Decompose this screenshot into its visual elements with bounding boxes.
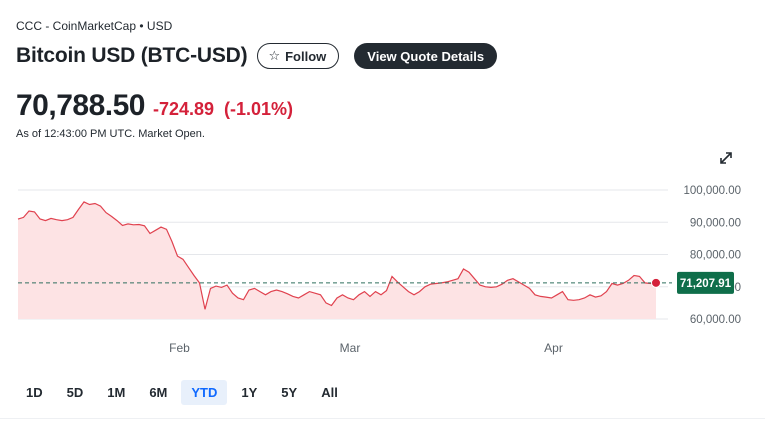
as-of-timestamp: As of 12:43:00 PM UTC. Market Open. bbox=[16, 128, 205, 140]
range-button-ytd[interactable]: YTD bbox=[181, 380, 228, 405]
range-selector: 1D 5D 1M 6M YTD 1Y 5Y All bbox=[16, 380, 352, 405]
price-chart[interactable]: 100,000.0090,000.0080,000.0070,000.0060,… bbox=[0, 175, 765, 365]
price-change: -724.89 bbox=[152, 99, 215, 119]
source-label: CCC - CoinMarketCap • USD bbox=[16, 19, 173, 33]
range-button-5y[interactable]: 5Y bbox=[281, 385, 298, 400]
y-tick-label: 90,000.00 bbox=[690, 217, 741, 229]
range-button-1y[interactable]: 1Y bbox=[241, 385, 258, 400]
current-price: 70,788.50 bbox=[16, 89, 145, 122]
expand-arrows-icon[interactable] bbox=[716, 148, 736, 168]
price-line bbox=[17, 201, 657, 310]
star-outline-icon: ☆ bbox=[268, 48, 281, 63]
range-button-1d[interactable]: 1D bbox=[26, 385, 43, 400]
range-button-5d[interactable]: 5D bbox=[66, 385, 84, 400]
y-tick-label: 60,000.00 bbox=[690, 314, 741, 326]
price-change-percent: (-1.01%) bbox=[224, 99, 294, 119]
view-quote-details-button[interactable]: View Quote Details bbox=[354, 43, 498, 69]
y-tick-label: 80,000.00 bbox=[690, 250, 741, 262]
x-tick-label: Apr bbox=[544, 341, 563, 355]
current-point bbox=[651, 277, 661, 288]
range-button-all[interactable]: All bbox=[321, 385, 338, 400]
follow-button[interactable]: ☆ Follow bbox=[257, 43, 340, 69]
range-button-6m[interactable]: 6M bbox=[149, 385, 168, 400]
y-tick-label: 100,000.00 bbox=[683, 185, 741, 197]
x-tick-label: Mar bbox=[340, 341, 361, 355]
divider bbox=[0, 418, 765, 419]
current-value-label-bg bbox=[677, 271, 734, 294]
price-area bbox=[18, 201, 656, 319]
page-title: Bitcoin USD (BTC-USD) bbox=[16, 44, 248, 67]
x-tick-label: Feb bbox=[169, 341, 190, 355]
title-row: Bitcoin USD (BTC-USD) ☆ Follow View Quot… bbox=[16, 43, 498, 69]
price-row: 70,788.50 -724.89 (-1.01%) bbox=[16, 89, 293, 123]
follow-label: Follow bbox=[285, 48, 327, 64]
current-value-label: 71,207.91 bbox=[680, 278, 732, 290]
range-button-1m[interactable]: 1M bbox=[107, 385, 126, 400]
